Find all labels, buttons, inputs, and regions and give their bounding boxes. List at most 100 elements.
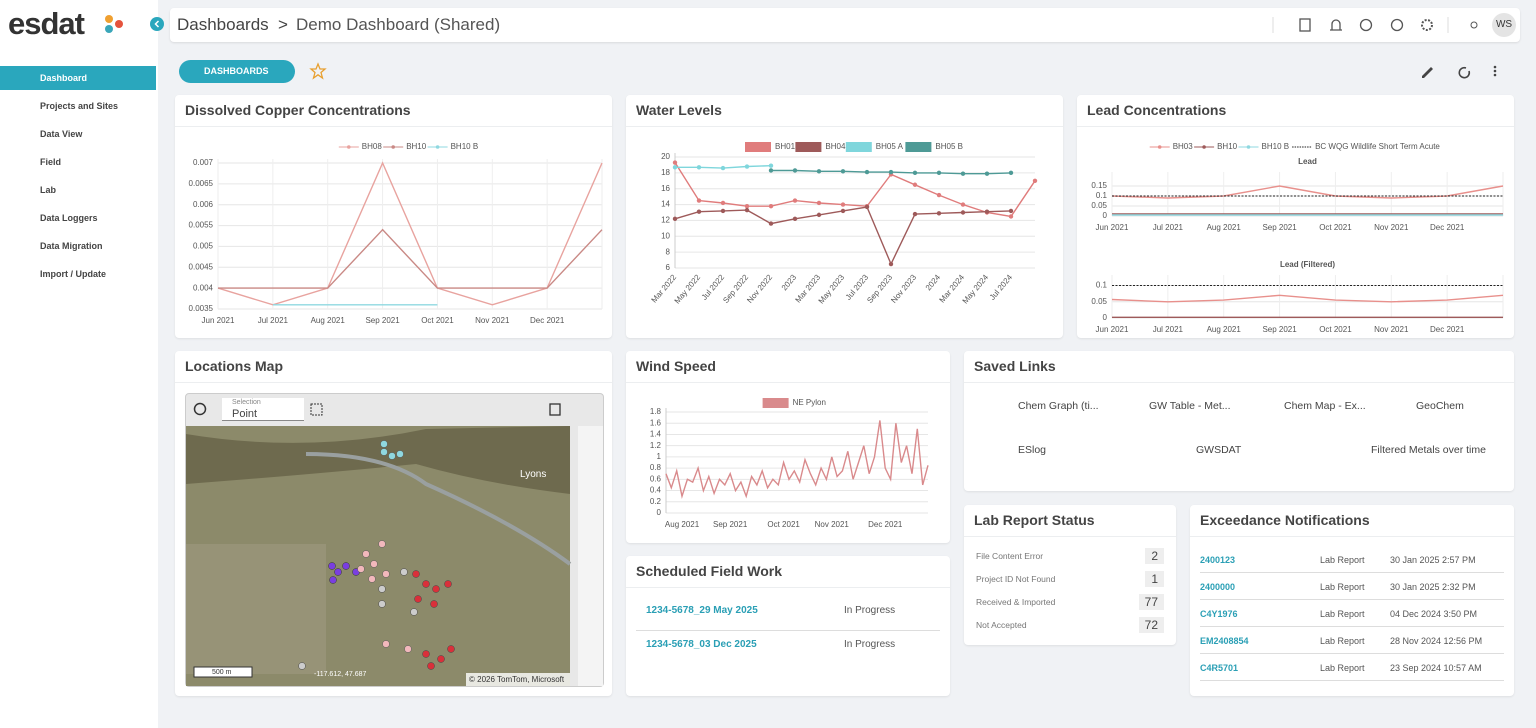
nav-item[interactable]: Data View: [0, 122, 156, 146]
header-icons: [1272, 17, 1478, 33]
legend-label[interactable]: BH05 B: [935, 142, 963, 151]
y-tick-label: 0.4: [650, 486, 662, 495]
data-point: [672, 216, 678, 222]
chart-subtitle: Lead (Filtered): [1280, 260, 1335, 269]
nav-label: Projects and Sites: [40, 101, 119, 111]
card-title: Saved Links: [964, 351, 1514, 383]
legend-label[interactable]: NE Pylon: [793, 398, 826, 407]
nav-item[interactable]: Import / Update: [0, 262, 156, 286]
nav-label: Lab: [40, 185, 57, 195]
x-tick-label: May 2023: [817, 272, 847, 305]
saved-link[interactable]: GWSDAT: [1196, 444, 1242, 456]
user-avatar[interactable]: WS: [1492, 13, 1516, 37]
saved-link[interactable]: Chem Graph (ti...: [1018, 400, 1099, 412]
map-widget[interactable]: Selection Point Lyons 500 m -117.612, 47…: [185, 393, 604, 687]
exceedance-id[interactable]: 2400000: [1200, 582, 1236, 592]
legend-swatch: [745, 142, 771, 152]
chart: 0.0035 0.004 0.0045 0.005 0.0055 0.006 0.0065 0…: [189, 142, 603, 325]
y-tick-label: 0.007: [193, 158, 214, 167]
nav-item[interactable]: Data Migration: [0, 234, 156, 258]
legend-label[interactable]: BH01: [775, 142, 796, 151]
y-tick-label: 0: [1103, 211, 1108, 220]
y-tick-label: 18: [661, 168, 670, 177]
divider: [1200, 626, 1504, 627]
dashboards-button[interactable]: DASHBOARDS: [179, 60, 295, 83]
exceedance-id[interactable]: C4R5701: [1200, 663, 1239, 673]
field-work-id[interactable]: 1234-5678_03 Dec 2025: [646, 639, 757, 650]
saved-link[interactable]: ESlog: [1018, 444, 1047, 456]
divider: [1200, 599, 1504, 600]
breadcrumb-root[interactable]: Dashboards: [177, 15, 269, 34]
x-tick-label: Dec 2021: [1430, 223, 1465, 232]
selection-dropdown[interactable]: Selection Point: [222, 398, 304, 421]
y-tick-label: 0.05: [1091, 297, 1107, 306]
exceedance-date: 28 Nov 2024 12:56 PM: [1390, 636, 1483, 646]
exceedance-date: 23 Sep 2024 10:57 AM: [1390, 663, 1482, 673]
card-title: Scheduled Field Work: [626, 556, 950, 588]
status-label: Project ID Not Found: [976, 574, 1056, 584]
legend-label[interactable]: BC WQG Wildlife Short Term Acute: [1315, 142, 1440, 151]
card-title: Lab Report Status: [964, 505, 1176, 537]
legend-label[interactable]: BH10: [1217, 142, 1238, 151]
data-point: [792, 198, 798, 203]
nav-item[interactable]: Field: [0, 150, 156, 174]
nav-item[interactable]: Dashboard: [0, 66, 156, 90]
y-tick-label: 0.0045: [189, 262, 214, 271]
status-label: Received & Imported: [976, 597, 1056, 607]
data-point: [744, 207, 750, 213]
exceedance-id[interactable]: C4Y1976: [1200, 609, 1238, 619]
data-point: [672, 160, 678, 165]
x-tick-label: Jul 2021: [1153, 223, 1184, 232]
legend-label[interactable]: BH05 A: [876, 142, 904, 151]
series-line: [217, 161, 603, 306]
x-tick-label: May 2022: [673, 272, 703, 305]
y-tick-label: 0.2: [650, 497, 662, 506]
exceedance-type: Lab Report: [1320, 582, 1365, 592]
x-tick-label: Sep 2021: [1262, 325, 1297, 334]
exceedance-date: 30 Jan 2025 2:32 PM: [1390, 582, 1476, 592]
nav-label: Data Migration: [40, 241, 103, 251]
legend-dot: [347, 145, 351, 149]
exceedance-id[interactable]: 2400123: [1200, 555, 1236, 565]
saved-link[interactable]: GW Table - Met...: [1149, 400, 1231, 412]
data-point: [1032, 178, 1038, 183]
data-point: [696, 165, 702, 170]
data-point: [816, 200, 822, 206]
x-tick-label: May 2024: [961, 272, 991, 305]
x-tick-label: Oct 2021: [1319, 325, 1352, 334]
nav-item[interactable]: Data Loggers: [0, 206, 156, 230]
favourite-star[interactable]: [309, 62, 327, 80]
data-point: [720, 200, 726, 206]
exceedance-id[interactable]: EM2408854: [1200, 636, 1249, 646]
nav-item[interactable]: Projects and Sites: [0, 94, 156, 118]
saved-link[interactable]: Filtered Metals over time: [1371, 444, 1486, 456]
nav-label: Import / Update: [40, 269, 107, 279]
field-work-id[interactable]: 1234-5678_29 May 2025: [646, 605, 758, 616]
nav-item[interactable]: Lab: [0, 178, 156, 202]
legend-label[interactable]: BH10: [406, 142, 427, 151]
nav-label: Dashboard: [40, 73, 88, 83]
card-title: Exceedance Notifications: [1190, 505, 1514, 537]
y-tick-label: 0.15: [1091, 181, 1107, 190]
legend-label[interactable]: BH10 B: [451, 142, 479, 151]
chart-subtitle: Lead: [1298, 157, 1317, 166]
saved-link[interactable]: GeoChem: [1416, 400, 1464, 412]
saved-link[interactable]: Chem Map - Ex...: [1284, 400, 1366, 412]
legend-label[interactable]: BH08: [362, 142, 383, 151]
x-tick-label: Oct 2021: [767, 520, 800, 529]
card-title: Lead Concentrations: [1077, 95, 1514, 127]
data-point: [960, 210, 966, 215]
legend-label[interactable]: BH04: [825, 142, 846, 151]
y-tick-label: 0.8: [650, 463, 662, 472]
collapse-button[interactable]: [150, 17, 164, 31]
legend-label[interactable]: BH10 B: [1262, 142, 1290, 151]
x-tick-label: Jun 2021: [202, 316, 235, 325]
data-point: [1008, 208, 1014, 214]
x-tick-label: Jul 2021: [258, 316, 289, 325]
legend-dot: [1246, 145, 1251, 149]
toolbar-icons[interactable]: [1418, 62, 1508, 80]
y-tick-label: 0: [657, 508, 662, 517]
legend-label[interactable]: BH03: [1173, 142, 1194, 151]
exceedance-date: 04 Dec 2024 3:50 PM: [1390, 609, 1478, 619]
status-label: File Content Error: [976, 551, 1044, 561]
